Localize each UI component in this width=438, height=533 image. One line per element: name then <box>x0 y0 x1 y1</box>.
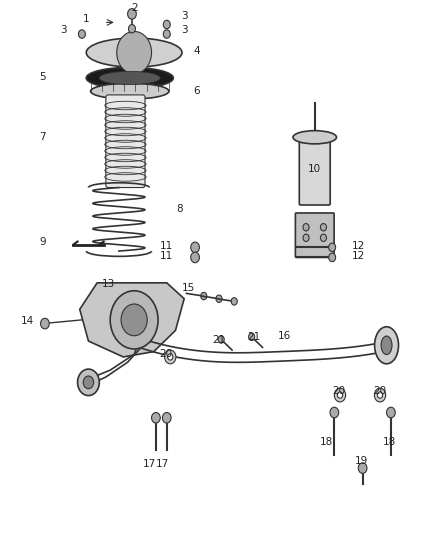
FancyBboxPatch shape <box>299 139 330 205</box>
Ellipse shape <box>293 131 336 144</box>
Circle shape <box>303 223 309 231</box>
Circle shape <box>78 369 99 395</box>
Text: 12: 12 <box>352 252 365 261</box>
Text: 1: 1 <box>83 14 89 24</box>
Text: 12: 12 <box>352 241 365 251</box>
Ellipse shape <box>381 336 392 354</box>
FancyBboxPatch shape <box>295 213 334 257</box>
Text: 15: 15 <box>182 283 195 293</box>
Circle shape <box>321 223 326 231</box>
Ellipse shape <box>86 38 182 67</box>
FancyBboxPatch shape <box>106 95 145 188</box>
Ellipse shape <box>374 327 399 364</box>
Text: 17: 17 <box>156 459 169 469</box>
Text: 13: 13 <box>101 279 115 289</box>
Circle shape <box>216 295 222 302</box>
Circle shape <box>334 388 346 402</box>
Text: 20: 20 <box>374 386 387 397</box>
Text: 6: 6 <box>193 86 200 96</box>
Text: 19: 19 <box>355 456 368 466</box>
Text: 14: 14 <box>21 316 34 326</box>
Text: 21: 21 <box>247 332 261 342</box>
Circle shape <box>321 234 326 241</box>
Circle shape <box>110 291 158 349</box>
Circle shape <box>163 20 170 29</box>
Text: 5: 5 <box>39 72 46 83</box>
Circle shape <box>378 392 383 398</box>
Text: 3: 3 <box>181 11 187 20</box>
Text: 20: 20 <box>159 349 173 359</box>
Circle shape <box>163 30 170 38</box>
Circle shape <box>78 30 85 38</box>
Text: 18: 18 <box>383 437 396 447</box>
Circle shape <box>201 293 207 300</box>
Text: 17: 17 <box>143 459 156 469</box>
Circle shape <box>330 407 339 418</box>
Circle shape <box>387 407 395 418</box>
Ellipse shape <box>99 71 160 85</box>
Circle shape <box>328 243 336 252</box>
Circle shape <box>128 25 135 33</box>
Circle shape <box>191 252 199 263</box>
Text: 9: 9 <box>39 237 46 247</box>
Text: 11: 11 <box>160 241 173 251</box>
Text: 2: 2 <box>131 3 138 13</box>
Text: 3: 3 <box>60 25 67 35</box>
Circle shape <box>117 31 152 74</box>
Text: 4: 4 <box>193 46 200 56</box>
Circle shape <box>127 9 136 19</box>
Circle shape <box>328 253 336 262</box>
Circle shape <box>231 297 237 305</box>
Text: 18: 18 <box>320 437 334 447</box>
Text: 11: 11 <box>160 252 173 261</box>
Polygon shape <box>80 283 184 357</box>
Text: 21: 21 <box>212 335 226 345</box>
Circle shape <box>121 304 147 336</box>
Text: 3: 3 <box>181 25 187 35</box>
Circle shape <box>168 354 173 360</box>
Text: 7: 7 <box>39 132 46 142</box>
Circle shape <box>303 234 309 241</box>
Circle shape <box>165 350 176 364</box>
Circle shape <box>358 463 367 473</box>
Circle shape <box>218 336 224 343</box>
Text: 20: 20 <box>332 386 345 397</box>
Circle shape <box>191 242 199 253</box>
Ellipse shape <box>91 83 169 99</box>
Circle shape <box>249 333 254 341</box>
Ellipse shape <box>86 67 173 88</box>
Circle shape <box>162 413 171 423</box>
Circle shape <box>41 318 49 329</box>
Circle shape <box>337 392 343 398</box>
Circle shape <box>83 376 94 389</box>
Text: 16: 16 <box>278 331 291 341</box>
Text: 8: 8 <box>177 204 183 214</box>
Circle shape <box>152 413 160 423</box>
Text: 10: 10 <box>308 164 321 174</box>
Circle shape <box>374 388 386 402</box>
